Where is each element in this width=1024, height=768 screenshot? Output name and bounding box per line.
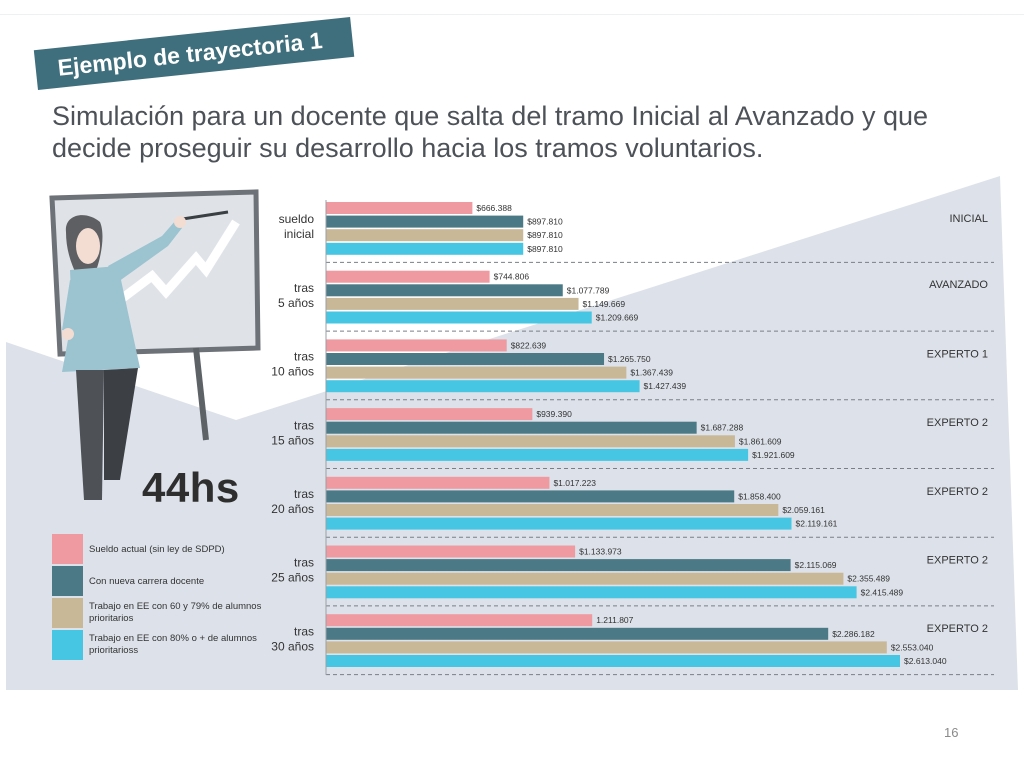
bar [326, 655, 900, 667]
bar [326, 435, 735, 448]
legend-label: Sueldo actual (sin ley de SDPD) [89, 544, 225, 555]
bar-value-label: $1.427.439 [644, 381, 687, 391]
tramo-label: INICIAL [949, 213, 988, 225]
tramo-label: EXPERTO 1 [927, 348, 988, 360]
category-label: 30 años [271, 639, 314, 653]
bar-value-label: $1.265.750 [608, 354, 651, 364]
bar [326, 311, 592, 324]
legend-swatch [52, 534, 83, 564]
bar [326, 366, 627, 379]
bar-value-label: $2.415.489 [861, 587, 904, 597]
bar [326, 448, 749, 461]
bar [326, 517, 792, 530]
bar [326, 297, 579, 310]
bar-value-label: $2.355.489 [847, 574, 890, 584]
subtitle-line-1: Simulación para un docente que salta del… [52, 101, 929, 131]
bar [326, 408, 533, 421]
bar-value-label: $939.390 [536, 409, 572, 419]
bar-value-label: $1.367.439 [630, 368, 673, 378]
bar-value-label: $2.059.161 [782, 505, 825, 515]
bar-value-label: $1.017.223 [553, 478, 596, 488]
legend-label: Trabajo en EE con 60 y 79% de alumnos pr… [89, 601, 262, 624]
bar [326, 476, 550, 489]
bar-value-label: 1.211.807 [596, 615, 633, 625]
bar-value-label: $1.209.669 [596, 313, 639, 323]
tramo-label: EXPERTO 2 [927, 486, 988, 498]
category-label: inicial [284, 227, 314, 241]
bar [326, 504, 779, 516]
bar-value-label: $897.810 [527, 244, 563, 254]
top-rule [0, 14, 1024, 15]
slide-subtitle: Simulación para un docente que salta del… [52, 100, 952, 164]
chart-legend: Sueldo actual (sin ley de SDPD) Con nuev… [52, 534, 282, 662]
bar [326, 586, 857, 599]
category-label: sueldo [279, 212, 315, 226]
legend-swatch [52, 566, 83, 596]
legend-label: Con nueva carrera docente [89, 576, 205, 587]
bar-value-label: $1.687.288 [701, 423, 744, 433]
hours-label: 44hs [142, 464, 240, 511]
subtitle-line-2: decide proseguir su desarrollo hacia los… [52, 133, 764, 163]
category-label: tras [294, 281, 314, 295]
bar [326, 215, 524, 228]
tramo-label: EXPERTO 2 [927, 555, 988, 567]
category-label: tras [294, 350, 314, 364]
legend-item: Con nueva carrera docente [52, 566, 282, 598]
page-number: 16 [944, 725, 959, 740]
bar [326, 380, 640, 393]
bar [326, 353, 605, 365]
category-label: tras [294, 418, 314, 432]
bar [326, 614, 593, 627]
category-label: 20 años [271, 502, 314, 516]
bar [326, 490, 735, 503]
tramo-label: EXPERTO 2 [927, 623, 988, 635]
bar-value-label: $1.149.669 [583, 299, 626, 309]
tramo-label: AVANZADO [929, 279, 988, 291]
bar [326, 641, 887, 654]
bar [326, 421, 697, 434]
bar-value-label: $2.119.161 [796, 519, 838, 529]
bar-value-label: $2.115.069 [795, 560, 837, 570]
bar [326, 229, 524, 242]
bar [326, 572, 844, 585]
growth-arrow-icon [117, 219, 240, 304]
bar-value-label: $1.133.973 [579, 547, 622, 557]
category-label: tras [294, 624, 314, 638]
bar [326, 270, 490, 283]
bar-value-label: $2.286.182 [832, 629, 875, 639]
bar-value-label: $897.810 [527, 217, 563, 227]
legend-item: Trabajo en EE con 80% o + de alumnos pri… [52, 630, 282, 662]
category-label: 25 años [271, 571, 314, 585]
category-label: tras [294, 556, 314, 570]
bar-value-label: $897.810 [527, 230, 563, 240]
bar-value-label: $1.077.789 [567, 285, 610, 295]
bar-value-label: $744.806 [494, 272, 530, 282]
bar [326, 559, 791, 572]
category-label: 15 años [271, 433, 314, 447]
bar-value-label: $666.388 [476, 203, 512, 213]
bar [326, 242, 524, 255]
bar [326, 545, 576, 558]
category-label: tras [294, 487, 314, 501]
legend-swatch [52, 598, 83, 628]
category-label: 10 años [271, 365, 314, 379]
bar-value-label: $2.613.040 [904, 656, 947, 666]
legend-swatch [52, 630, 83, 660]
teacher-illustration [49, 189, 261, 500]
tramo-label: EXPERTO 2 [927, 417, 988, 429]
bar [326, 284, 563, 297]
bar-value-label: $822.639 [511, 340, 547, 350]
bar-value-label: $2.553.040 [891, 642, 934, 652]
legend-label: Trabajo en EE con 80% o + de alumnos pri… [89, 633, 257, 656]
bar [326, 202, 473, 214]
category-label: 5 años [278, 296, 314, 310]
legend-item: Trabajo en EE con 60 y 79% de alumnos pr… [52, 598, 282, 630]
legend-item: Sueldo actual (sin ley de SDPD) [52, 534, 282, 566]
bar-value-label: $1.858.400 [738, 491, 781, 501]
bar [326, 339, 507, 352]
bar-value-label: $1.921.609 [752, 450, 795, 460]
bar-value-label: $1.861.609 [739, 436, 782, 446]
bar [326, 627, 829, 640]
